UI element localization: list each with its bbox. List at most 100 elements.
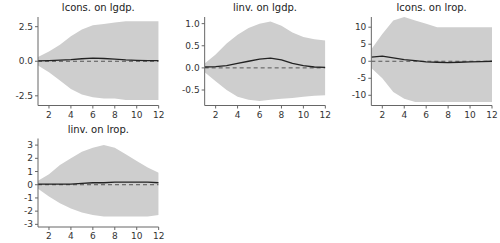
x-tick-label: 6: [423, 110, 429, 120]
y-tick: [368, 27, 371, 28]
y-tick: [368, 95, 371, 96]
panel: linv. on lrop.24681012-3-2-10123: [24, 124, 164, 242]
y-tick: [35, 197, 38, 198]
y-tick: [202, 90, 205, 91]
x-tick-label: 2: [213, 110, 219, 120]
plot-area: [371, 17, 492, 102]
y-tick-label: 0.5: [185, 41, 199, 51]
panel: linv. on lgdp.24681012-0.50.00.51.0: [182, 2, 331, 120]
x-tick-label: 6: [257, 110, 263, 120]
x-tick-label: 12: [153, 231, 164, 241]
x-tick: [48, 106, 49, 109]
y-tick: [202, 23, 205, 24]
y-axis-line: [38, 139, 39, 228]
x-tick-label: 4: [68, 231, 74, 241]
y-tick: [368, 78, 371, 79]
irf-line: [38, 182, 159, 184]
irf-line: [205, 58, 326, 67]
x-tick: [215, 106, 216, 109]
x-tick-label: 10: [131, 110, 143, 120]
y-tick-label: 0: [27, 180, 33, 190]
x-tick: [492, 106, 493, 109]
confidence-band: [38, 145, 159, 216]
panel-title: lcons. on lrop.: [397, 2, 467, 13]
y-tick: [368, 61, 371, 62]
plot-area: [38, 21, 159, 100]
x-tick-label: 12: [320, 110, 331, 120]
x-tick: [237, 106, 238, 109]
y-axis-line: [204, 17, 205, 106]
x-tick: [158, 106, 159, 109]
panel: lcons. on lgdp.24681012-2.50.02.5: [15, 2, 164, 120]
irf-line: [38, 58, 159, 61]
x-tick: [70, 106, 71, 109]
y-tick-label: 1: [27, 167, 33, 177]
x-tick: [470, 106, 471, 109]
y-tick-label: 0: [361, 56, 367, 66]
x-tick-label: 6: [90, 110, 96, 120]
x-tick: [92, 227, 93, 230]
y-tick: [35, 211, 38, 212]
x-tick: [281, 106, 282, 109]
x-tick-label: 8: [445, 110, 451, 120]
x-tick: [382, 106, 383, 109]
x-tick-label: 2: [379, 110, 385, 120]
x-tick: [136, 106, 137, 109]
x-tick-label: 8: [279, 110, 285, 120]
x-tick-label: 8: [112, 110, 118, 120]
y-tick-label: -5: [357, 73, 366, 83]
confidence-band: [38, 21, 159, 100]
x-tick-label: 4: [401, 110, 407, 120]
panel: lcons. on lrop.24681012-10-50510: [352, 2, 498, 120]
y-tick: [35, 61, 38, 62]
x-tick-label: 6: [90, 231, 96, 241]
y-tick-label: 5: [361, 39, 367, 49]
y-tick-label: -2: [24, 206, 33, 216]
y-tick-label: 0.0: [185, 63, 200, 73]
y-tick-label: -0.5: [182, 85, 200, 95]
y-tick: [35, 158, 38, 159]
x-tick: [70, 227, 71, 230]
zero-line: [205, 67, 326, 68]
x-tick: [114, 227, 115, 230]
x-tick-label: 4: [68, 110, 74, 120]
x-tick-label: 10: [464, 110, 476, 120]
y-tick: [35, 171, 38, 172]
irf-line: [371, 56, 492, 62]
x-axis-line: [205, 105, 326, 106]
plot-area: [38, 145, 159, 216]
x-tick: [158, 227, 159, 230]
y-tick: [35, 224, 38, 225]
y-tick-label: 1.0: [185, 19, 200, 29]
confidence-band: [371, 17, 492, 102]
y-tick-label: 3: [27, 140, 33, 150]
panel-title: lcons. on lgdp.: [62, 2, 135, 13]
x-tick: [303, 106, 304, 109]
x-tick: [325, 106, 326, 109]
panel-title: linv. on lgdp.: [233, 2, 297, 13]
x-tick: [404, 106, 405, 109]
x-tick-label: 8: [112, 231, 118, 241]
x-tick-label: 12: [153, 110, 164, 120]
y-tick: [35, 95, 38, 96]
x-tick-label: 4: [235, 110, 241, 120]
y-tick-label: 10: [355, 22, 367, 32]
y-tick: [202, 67, 205, 68]
y-tick-label: -2.5: [15, 91, 33, 101]
y-tick-label: 2: [27, 153, 33, 163]
y-tick: [35, 184, 38, 185]
y-tick: [368, 44, 371, 45]
x-tick: [92, 106, 93, 109]
figure: lcons. on lgdp.24681012-2.50.02.5linv. o…: [0, 0, 500, 243]
x-tick: [448, 106, 449, 109]
x-tick: [48, 227, 49, 230]
y-tick: [35, 145, 38, 146]
x-tick-label: 2: [46, 231, 52, 241]
x-axis-line: [38, 227, 159, 228]
confidence-band: [205, 21, 326, 101]
x-tick-label: 12: [486, 110, 497, 120]
x-tick-label: 10: [131, 231, 143, 241]
y-tick-label: 2.5: [19, 22, 33, 32]
x-axis-line: [38, 105, 159, 106]
x-axis-line: [371, 105, 492, 106]
